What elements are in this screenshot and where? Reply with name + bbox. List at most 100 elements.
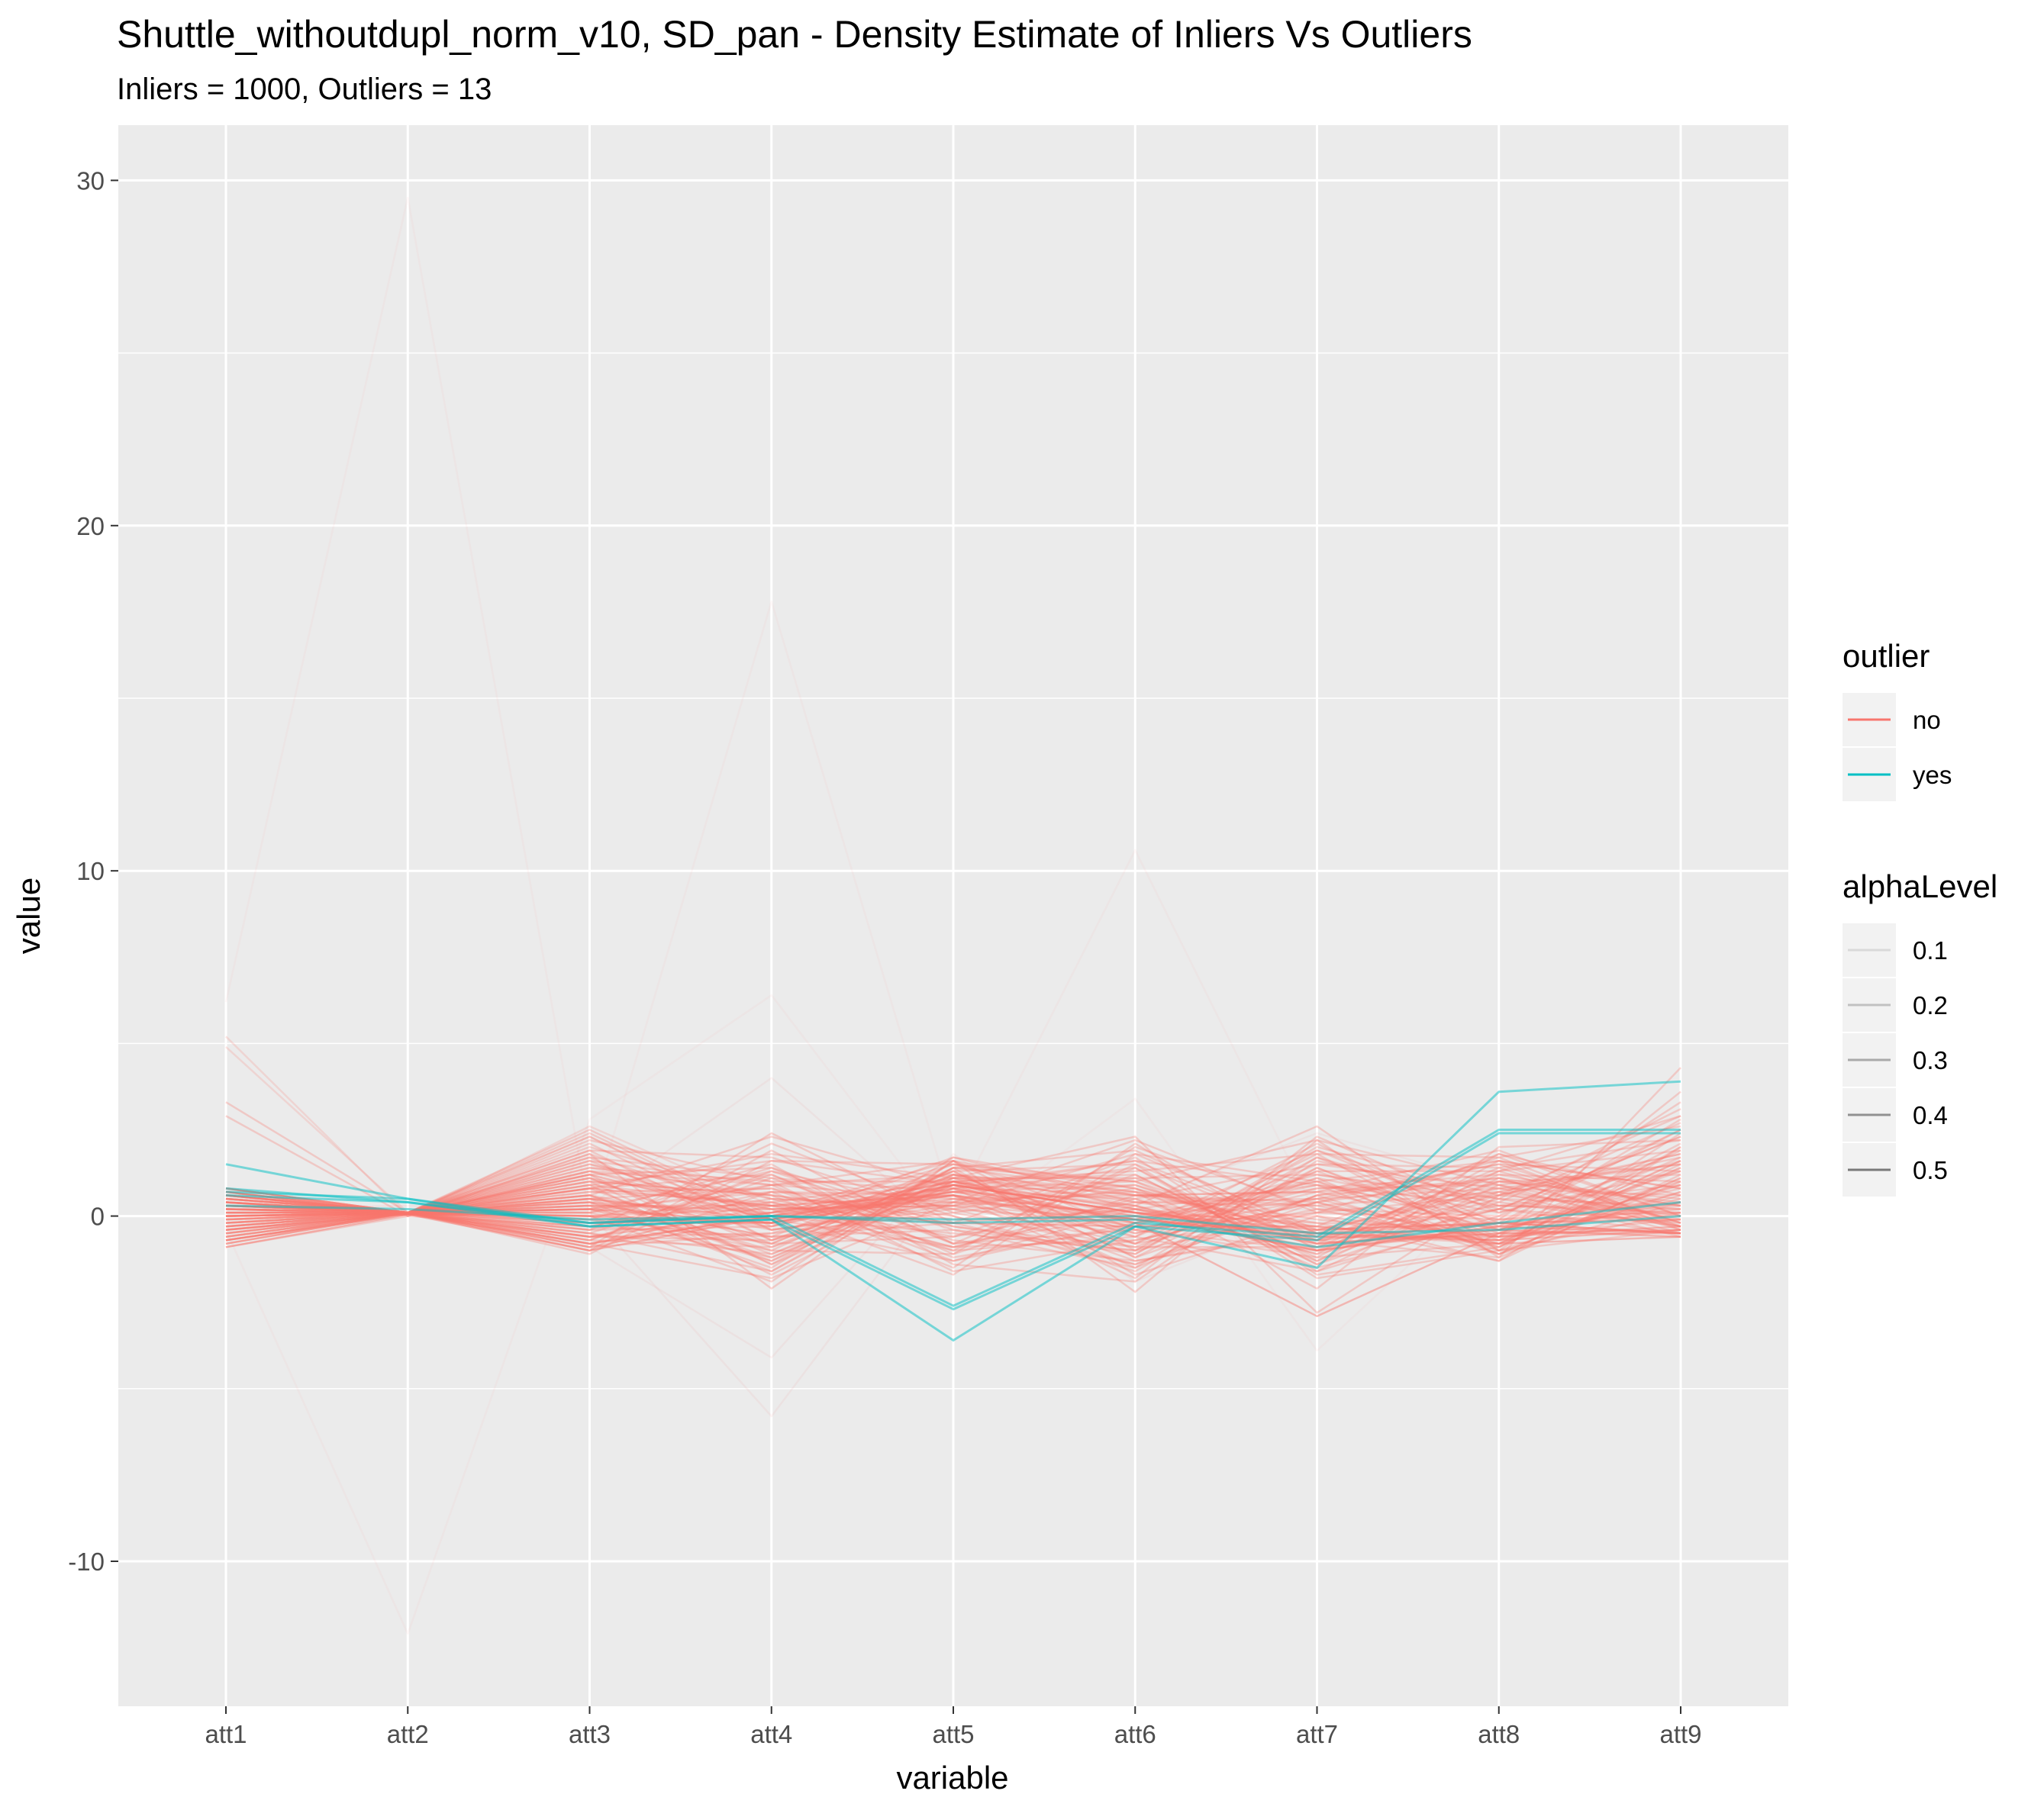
series-line-no: [225, 1152, 1681, 1259]
series-line-no: [225, 1156, 1681, 1269]
legend-key-box: [1843, 978, 1896, 1032]
x-tick-label: att5: [932, 1720, 974, 1748]
series-line-no: [225, 1156, 1681, 1238]
legend-key-box: [1843, 1088, 1896, 1142]
series-line-no: [225, 1145, 1681, 1242]
series-line-no: [225, 1139, 1681, 1262]
y-tick-label: 30: [76, 166, 105, 195]
series-line-no: [225, 1115, 1681, 1262]
x-tick-label: att1: [205, 1720, 247, 1748]
series-line-no: [225, 1152, 1681, 1255]
series-line-no: [225, 1187, 1681, 1238]
series-line-no: [225, 1090, 1681, 1255]
series-line-no: [225, 1159, 1681, 1283]
series-line-no: [225, 1135, 1681, 1252]
series-line-no: [224, 196, 1681, 1217]
series-line-no: [225, 1167, 1681, 1259]
y-tick-label: 10: [76, 857, 105, 885]
series-line-no: [225, 1139, 1681, 1235]
series-line-no: [225, 1159, 1681, 1259]
legend-label-alpha: 0.4: [1913, 1101, 1948, 1129]
x-tick-label: att3: [569, 1720, 611, 1748]
legend-label-alpha: 0.5: [1913, 1156, 1948, 1184]
series-line-no: [225, 1156, 1681, 1245]
series-line-no: [225, 1036, 1681, 1252]
legend-title-alphalevel: alphaLevel: [1843, 868, 1997, 904]
series-line-no: [225, 1101, 1681, 1228]
series-line-no: [225, 1149, 1681, 1273]
grid-major: [118, 125, 1788, 1706]
series-line-no: [225, 1163, 1681, 1231]
legend-outlier: outlier no yes: [1843, 638, 1952, 801]
series-line-no: [225, 1142, 1681, 1252]
series-line-no: [225, 1174, 1681, 1235]
series-line-no: [225, 1135, 1681, 1262]
series-line-no: [225, 1170, 1681, 1252]
series-line-no: [225, 1115, 1681, 1314]
series-line-no: [225, 1152, 1681, 1359]
series-line-no: [225, 1125, 1681, 1276]
series-line-no: [225, 1163, 1681, 1238]
series-line-no: [225, 1163, 1681, 1280]
series-line-no: [225, 1167, 1681, 1259]
series-line-no: [225, 1152, 1681, 1242]
series-line-no: [225, 1125, 1681, 1252]
series-line-no: [225, 1129, 1681, 1217]
x-axis: att1 att2 att3 att4 att5 att6 att7 att8 att9: [205, 1706, 1702, 1748]
x-tick-label: att7: [1296, 1720, 1338, 1748]
series-line-no: [225, 1174, 1681, 1248]
series-line-no: [225, 1129, 1681, 1273]
series-line-no: [225, 1174, 1681, 1266]
series-line-no: [225, 1181, 1681, 1259]
series-line-no: [225, 1149, 1681, 1228]
legend-key-box: [1843, 923, 1896, 977]
chart-subtitle: Inliers = 1000, Outliers = 13: [117, 72, 492, 106]
y-tick-label: 0: [91, 1203, 105, 1231]
x-tick-label: att8: [1478, 1720, 1520, 1748]
series-line-no: [226, 1156, 1681, 1252]
series-line-no: [225, 1142, 1681, 1269]
series-line-yes: [225, 1129, 1681, 1307]
x-tick-label: att6: [1114, 1720, 1156, 1748]
series-line-no: [225, 1108, 1681, 1248]
legend-label-alpha: 0.3: [1913, 1046, 1948, 1074]
x-axis-title: variable: [896, 1760, 1008, 1796]
series-line-no: [225, 1204, 1681, 1245]
series-line-no: [225, 1177, 1681, 1259]
series-line-no: [225, 1152, 1681, 1262]
series-line-no: [225, 1045, 1681, 1245]
series-line-no: [225, 1190, 1681, 1245]
series-line-no: [225, 1129, 1681, 1255]
legend-title-outlier: outlier: [1843, 638, 1930, 674]
x-tick-label: att2: [387, 1720, 429, 1748]
series-line-yes: [225, 1204, 1681, 1235]
legend-key-box: [1843, 1033, 1896, 1087]
y-tick-label: 20: [76, 512, 105, 540]
legend-alphalevel: alphaLevel 0.1 0.2 0.3 0.4 0.5: [1843, 868, 1997, 1197]
chart-title: Shuttle_withoutdupl_norm_v10, SD_pan - D…: [117, 13, 1472, 56]
legend-label-no: no: [1913, 706, 1941, 734]
series-line-no: [225, 1181, 1681, 1318]
series-line-no: [225, 1149, 1681, 1242]
y-axis: -10 0 10 20 30: [68, 166, 118, 1576]
series-line-no: [226, 1149, 1681, 1273]
series-line-no: [225, 1122, 1681, 1266]
series-line-no: [224, 994, 1681, 1635]
series-line-no: [225, 1135, 1681, 1255]
x-tick-label: att4: [750, 1720, 792, 1748]
series-line-no: [225, 1170, 1681, 1242]
legend-label-yes: yes: [1913, 761, 1952, 789]
series-group-yes: [225, 1080, 1681, 1342]
series-line-no: [225, 1159, 1681, 1248]
legend-label-alpha: 0.1: [1913, 936, 1948, 965]
series-line-no: [225, 1170, 1681, 1248]
series-line-no: [225, 1135, 1681, 1280]
series-line-no: [225, 1177, 1681, 1262]
y-axis-title: value: [11, 878, 47, 954]
series-line-no: [225, 1152, 1681, 1276]
series-line-no: [225, 1067, 1681, 1293]
series-line-no: [225, 1174, 1681, 1266]
series-line-no: [225, 1167, 1681, 1273]
series-line-no: [225, 1184, 1681, 1242]
